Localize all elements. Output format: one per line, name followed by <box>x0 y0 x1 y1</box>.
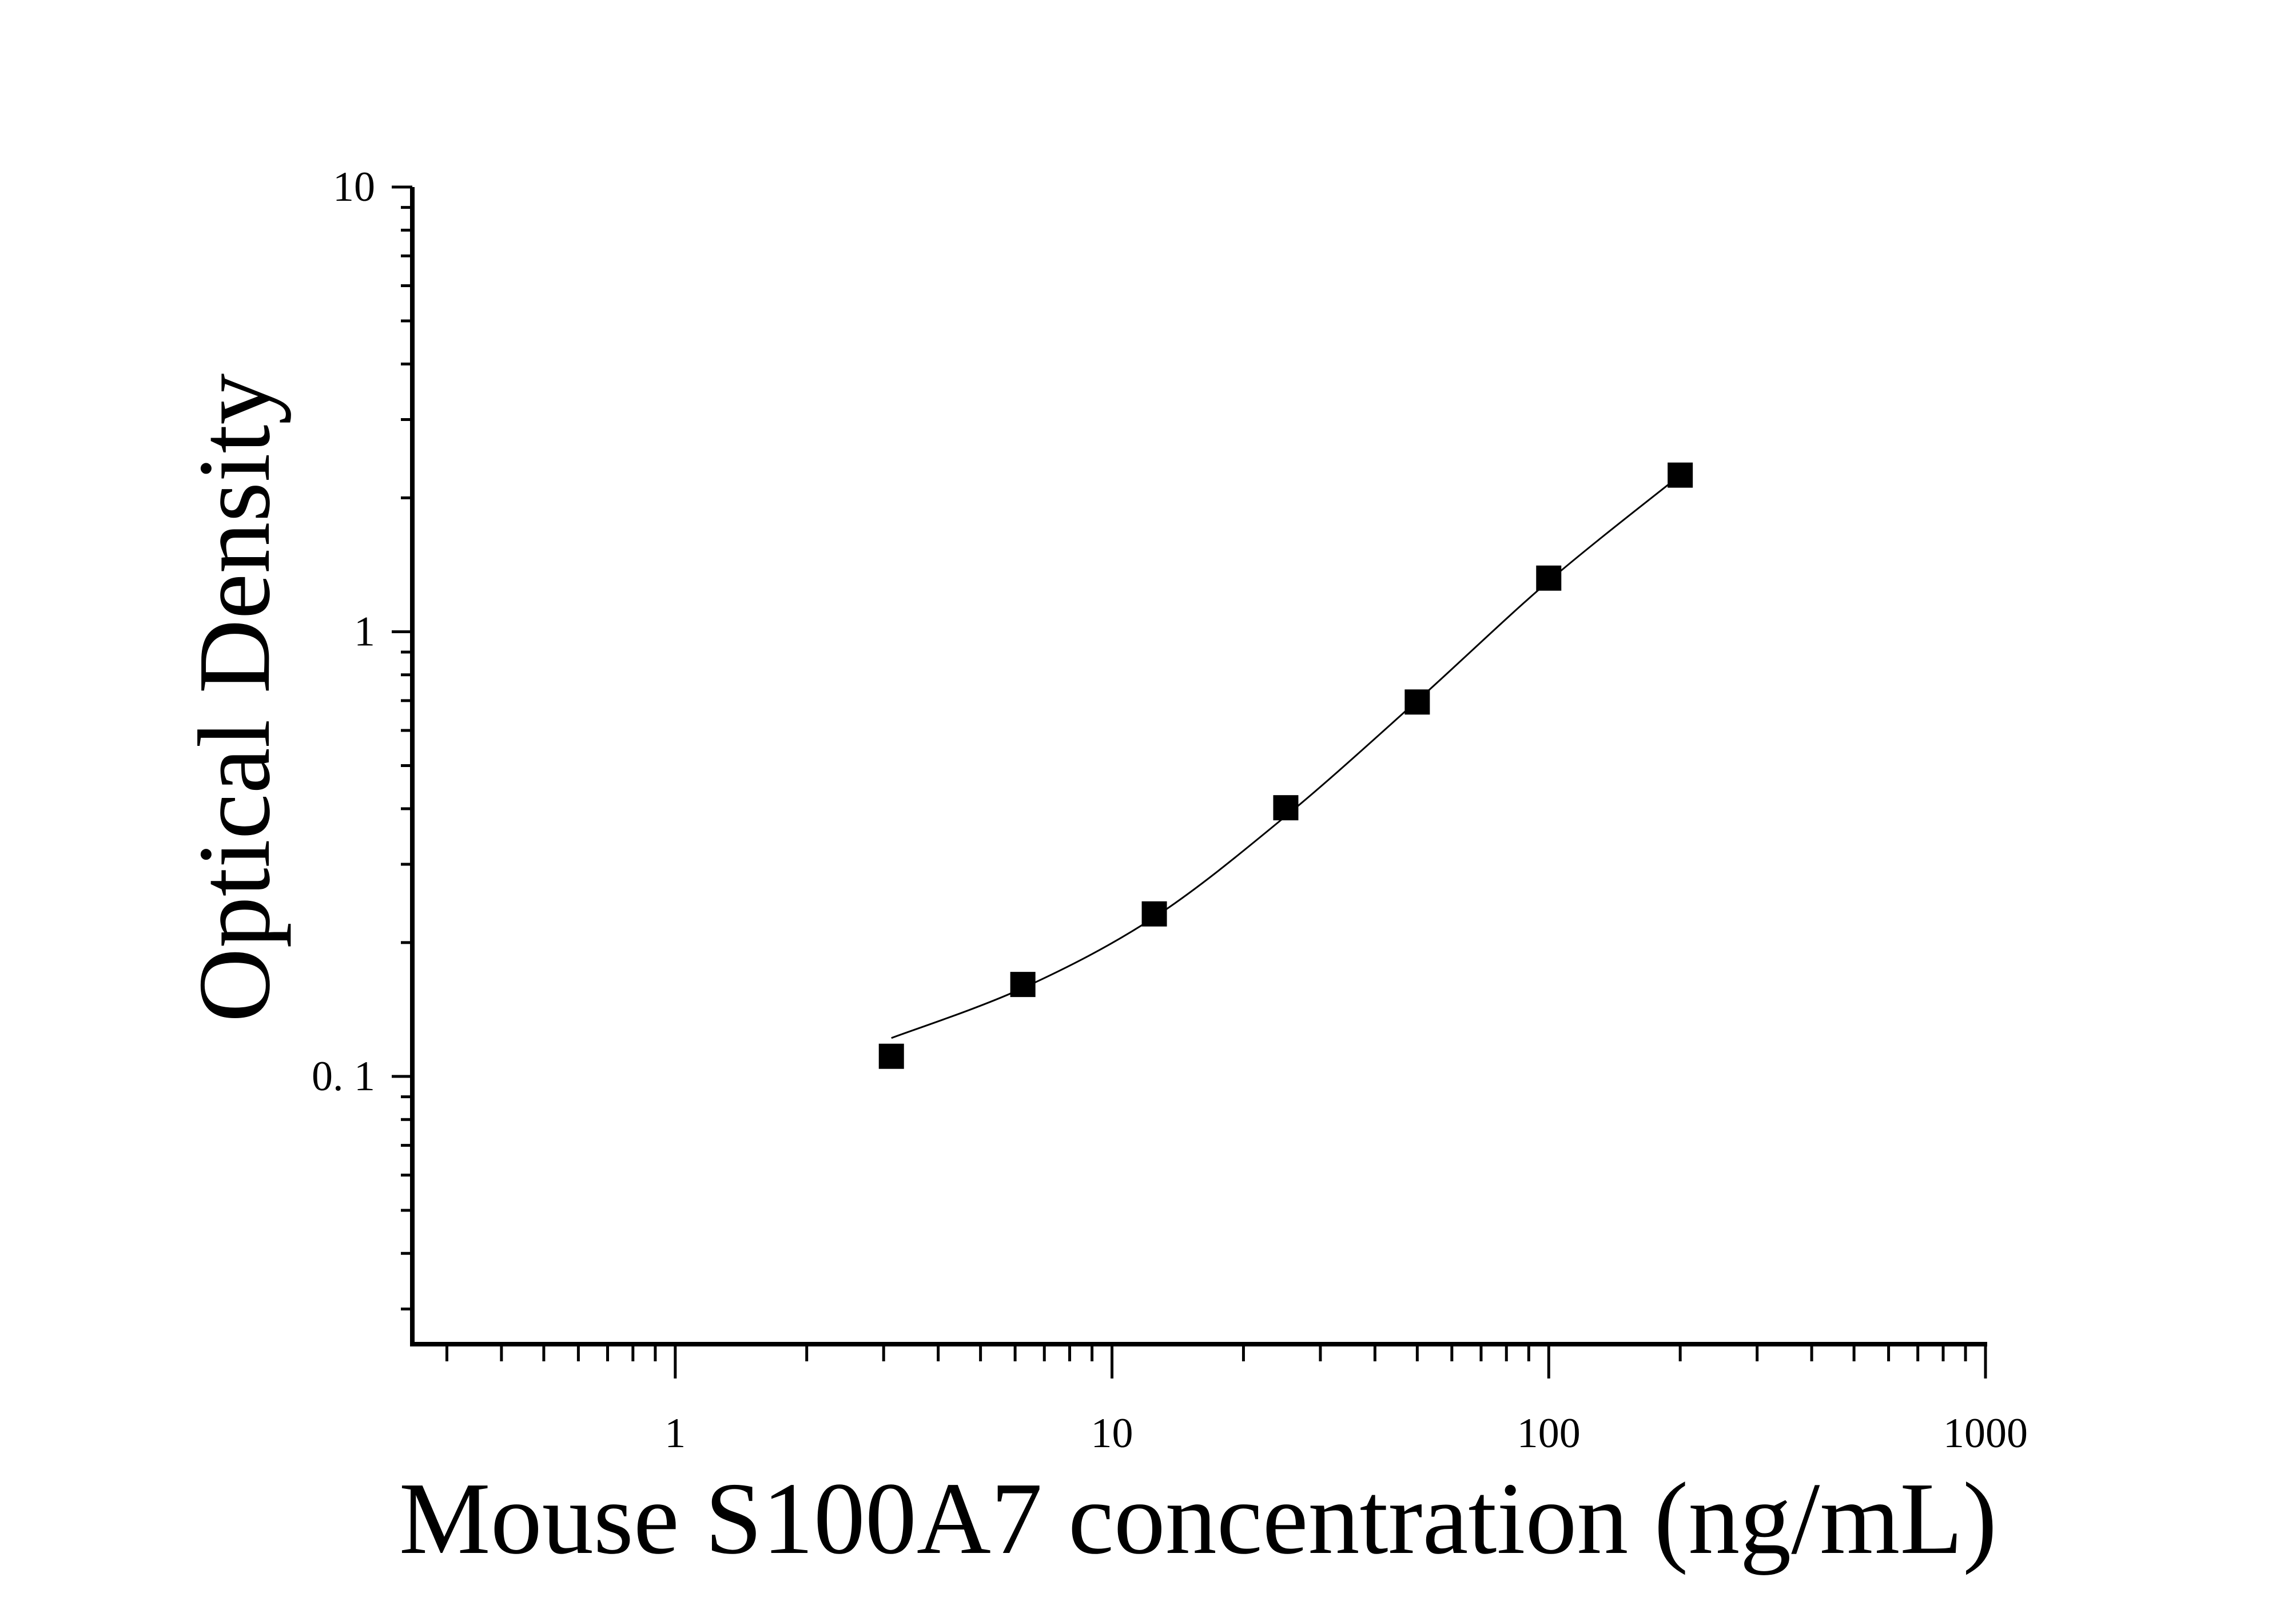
x-axis-title: Mouse S100A7 concentration (ng/mL) <box>399 1461 1997 1575</box>
y-tick-label: 10 <box>333 164 375 210</box>
data-point <box>1273 795 1299 821</box>
y-tick-label: 0. 1 <box>312 1053 375 1100</box>
data-point <box>1668 462 1693 488</box>
data-point <box>1010 972 1036 998</box>
data-point <box>1404 689 1430 715</box>
y-axis-title: Optical Density <box>177 374 291 1023</box>
x-tick-label: 1000 <box>1943 1410 2028 1457</box>
fit-curve <box>891 474 1681 1039</box>
data-point <box>878 1043 904 1069</box>
y-tick-label: 1 <box>354 608 375 655</box>
axes <box>410 187 1987 1346</box>
x-tick-label: 1 <box>664 1410 686 1457</box>
data-point <box>1536 565 1562 591</box>
data-point <box>1141 901 1167 927</box>
x-tick-label: 10 <box>1091 1410 1133 1457</box>
ticks: 1 10 100 1000 0. 1 1 10 <box>312 164 2028 1457</box>
x-tick-label: 100 <box>1517 1410 1581 1457</box>
plot-area <box>878 462 1693 1069</box>
